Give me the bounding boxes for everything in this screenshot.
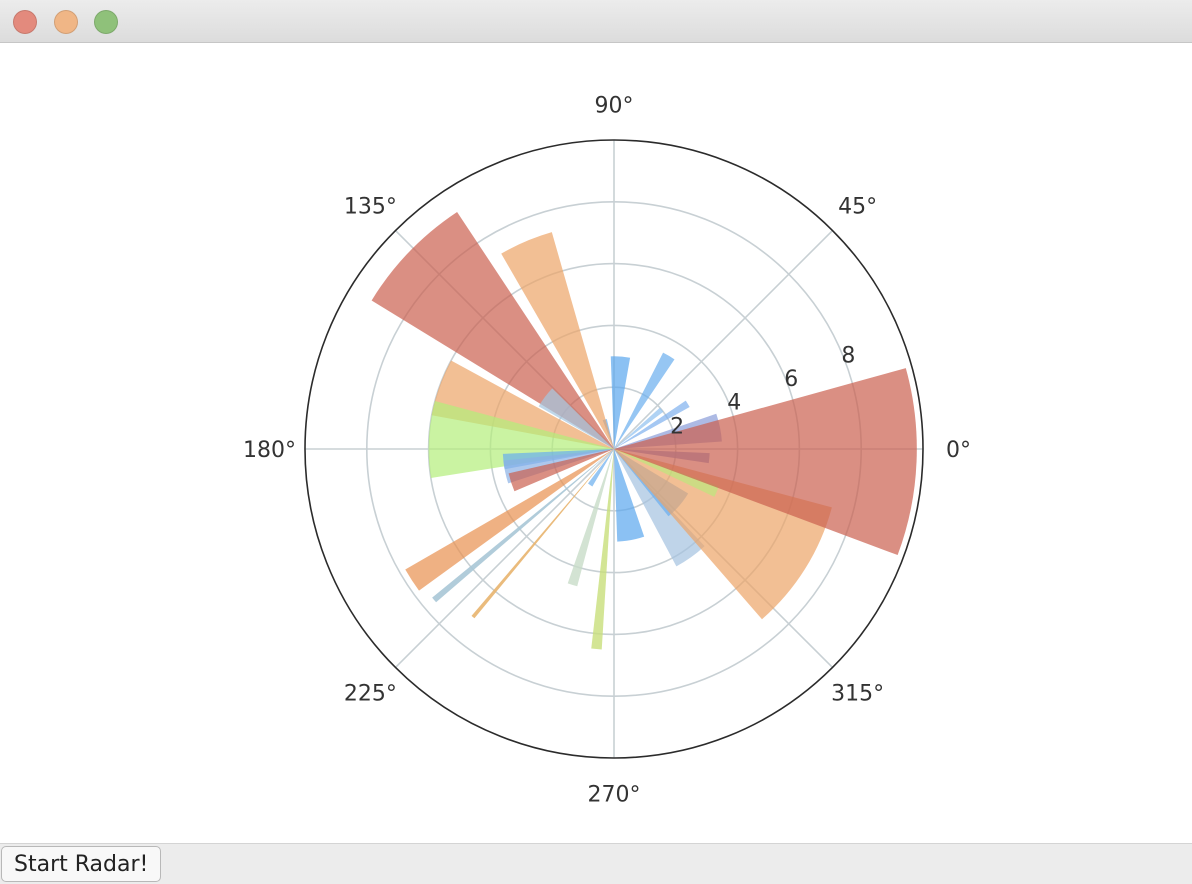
polar-bar-17 xyxy=(471,449,614,619)
polar-bar-22 xyxy=(614,449,705,567)
close-window-button[interactable] xyxy=(13,10,37,34)
polar-bar-18 xyxy=(587,449,614,487)
r-tick-label-6: 6 xyxy=(784,367,798,392)
polar-bar-24 xyxy=(614,449,832,620)
theta-tick-label-180: 180° xyxy=(243,438,296,463)
theta-tick-label-270: 270° xyxy=(588,783,641,808)
r-tick-label-8: 8 xyxy=(841,343,855,368)
theta-tick-label-90: 90° xyxy=(595,93,634,118)
polar-bar-11 xyxy=(428,401,614,478)
bottom-toolbar: Start Radar! xyxy=(0,843,1192,884)
theta-tick-label-135: 135° xyxy=(344,194,397,219)
polar-bar-14 xyxy=(508,449,614,492)
polar-bar-19 xyxy=(567,449,614,587)
theta-tick-label-225: 225° xyxy=(344,682,397,707)
polar-bar-7 xyxy=(501,232,614,449)
polar-bar-25 xyxy=(614,449,719,497)
polar-bar-27 xyxy=(614,368,917,556)
polar-bar-9 xyxy=(538,388,614,449)
start-radar-button[interactable]: Start Radar! xyxy=(1,846,162,882)
angular-gridline-225 xyxy=(394,448,615,669)
theta-tick-label-315: 315° xyxy=(831,682,884,707)
polar-bar-10 xyxy=(431,360,614,449)
plot-canvas: 2 4 6 8 0° 45° 90° 135° 180° 225° 270° 315° xyxy=(0,43,1192,843)
polar-bar-2 xyxy=(614,400,690,449)
minimize-window-button[interactable] xyxy=(54,10,78,34)
polar-bar-21 xyxy=(614,449,645,542)
polar-bar-3 xyxy=(614,407,664,449)
polar-frame xyxy=(304,139,924,759)
zoom-window-button[interactable] xyxy=(94,10,118,34)
angular-gridline-45 xyxy=(613,229,834,450)
polar-bar-4 xyxy=(614,352,675,449)
polar-bar-15 xyxy=(405,449,614,591)
theta-tick-label-0: 0° xyxy=(946,438,971,463)
polar-bar-16 xyxy=(432,449,614,603)
r-tick-label-4: 4 xyxy=(727,391,741,416)
polar-bar-20 xyxy=(591,449,614,650)
theta-tick-label-45: 45° xyxy=(838,194,877,219)
polar-bar-5 xyxy=(610,356,631,449)
polar-bar-chart: 2 4 6 8 0° 45° 90° 135° 180° 225° 270° 315° xyxy=(243,93,971,808)
window-titlebar xyxy=(0,0,1192,43)
r-tick-label-2: 2 xyxy=(670,414,684,439)
